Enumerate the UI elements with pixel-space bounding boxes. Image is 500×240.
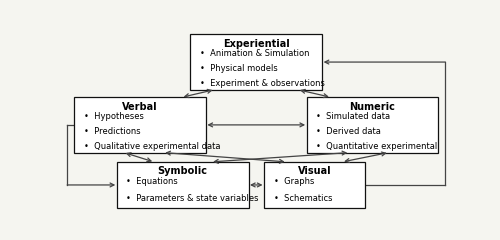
FancyBboxPatch shape <box>306 97 438 153</box>
Text: •  Experiment & observations: • Experiment & observations <box>200 79 325 88</box>
FancyBboxPatch shape <box>117 162 248 208</box>
Text: Numeric: Numeric <box>350 102 396 112</box>
Text: •  Hypotheses: • Hypotheses <box>84 112 144 121</box>
Text: •  Graphs: • Graphs <box>274 177 314 186</box>
Text: •  Animation & Simulation: • Animation & Simulation <box>200 49 310 58</box>
Text: •  Parameters & state variables: • Parameters & state variables <box>126 194 259 203</box>
Text: Symbolic: Symbolic <box>158 167 208 176</box>
FancyBboxPatch shape <box>190 34 322 90</box>
Text: •  Quantitative experimental: • Quantitative experimental <box>316 142 438 150</box>
FancyBboxPatch shape <box>264 162 365 208</box>
Text: •  Predictions: • Predictions <box>84 127 140 136</box>
Text: Experiential: Experiential <box>223 39 290 49</box>
Text: •  Equations: • Equations <box>126 177 178 186</box>
Text: •  Physical models: • Physical models <box>200 64 278 73</box>
Text: •  Simulated data: • Simulated data <box>316 112 390 121</box>
FancyBboxPatch shape <box>74 97 206 153</box>
Text: Visual: Visual <box>298 167 331 176</box>
Text: Verbal: Verbal <box>122 102 158 112</box>
Text: •  Qualitative experimental data: • Qualitative experimental data <box>84 142 220 150</box>
Text: •  Derived data: • Derived data <box>316 127 381 136</box>
Text: •  Schematics: • Schematics <box>274 194 332 203</box>
